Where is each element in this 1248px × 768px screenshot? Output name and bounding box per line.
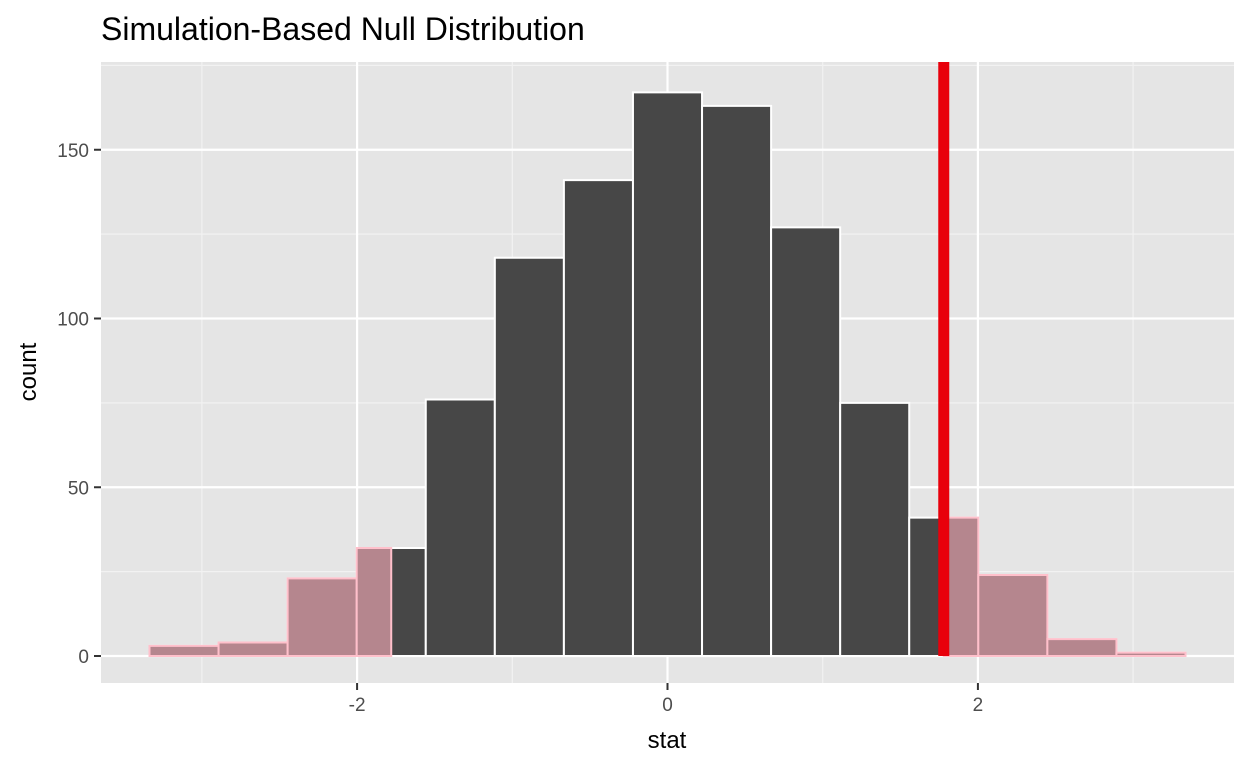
histogram-bar [701,104,773,657]
shaded-tail-bar [217,641,289,657]
histogram-bar [770,226,842,657]
histogram-bar [562,179,634,657]
x-axis-label: stat [648,727,687,754]
y-tick-label: 0 [78,647,89,668]
y-tick-label: 50 [68,478,89,499]
histogram-bar [631,91,704,657]
x-tick-label: 2 [973,695,984,716]
x-axis-ticks: -2 0 2 [349,683,984,716]
shaded-tail-bar [1046,638,1118,657]
shaded-tail-bar [977,574,1049,657]
shaded-tail-bar [148,644,220,657]
x-tick-label: 0 [662,695,673,716]
chart-title: Simulation-Based Null Distribution [101,11,585,47]
y-tick-label: 100 [57,310,89,331]
y-axis-label: count [15,342,42,401]
y-tick-label: 150 [57,141,89,162]
shaded-tail-bar [355,547,393,657]
shaded-tail-bar [1115,651,1187,657]
histogram-bar [493,256,565,657]
histogram-bar [839,401,911,657]
shaded-tail-bar [286,577,358,657]
histogram-bar [424,398,496,657]
x-tick-label: -2 [349,695,366,716]
shaded-tail-regions [148,516,1187,657]
y-axis-ticks: 0 50 100 150 [57,141,101,668]
